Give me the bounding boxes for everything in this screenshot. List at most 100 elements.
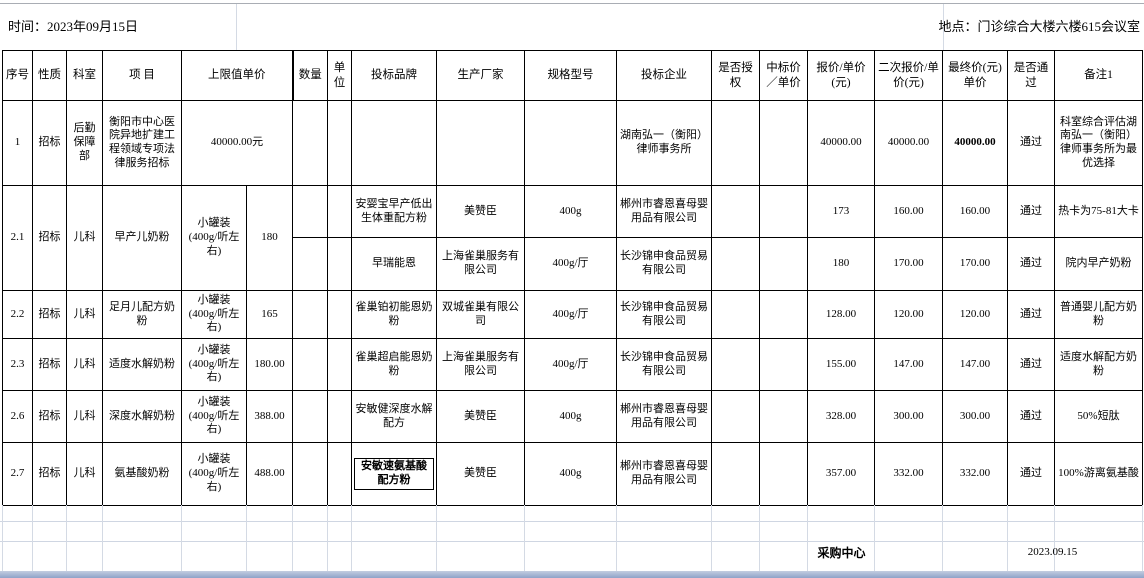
cell-auth-empty[interactable] — [711, 100, 760, 186]
cell-item[interactable]: 早产儿奶粉 — [102, 185, 182, 291]
cell-limit-val[interactable]: 180 — [246, 185, 293, 291]
header-final-price[interactable]: 最终价(元)单价 — [942, 50, 1008, 101]
header-second-quote[interactable]: 二次报价/单价(元) — [874, 50, 943, 101]
cell-final-price[interactable]: 120.00 — [942, 290, 1008, 339]
cell-spec[interactable]: 400g — [524, 442, 617, 506]
cell-limit-val[interactable]: 488.00 — [246, 442, 293, 506]
cell-final-price[interactable]: 160.00 — [942, 185, 1008, 238]
purchasing-center-label[interactable]: 采购中心 — [817, 546, 866, 560]
cell-qty-empty[interactable] — [292, 237, 328, 291]
cell-winprice-empty[interactable] — [759, 442, 808, 506]
cell-seq[interactable]: 2.1 — [2, 185, 33, 291]
cell-pass[interactable]: 通过 — [1007, 442, 1055, 506]
cell-final-price[interactable]: 147.00 — [942, 338, 1008, 391]
cell-limit-val[interactable]: 388.00 — [246, 390, 293, 443]
cell-pass[interactable]: 通过 — [1007, 185, 1055, 238]
cell-bidder[interactable]: 长沙锦申食品贸易有限公司 — [616, 237, 712, 291]
cell-nature[interactable]: 招标 — [32, 100, 67, 186]
cell-brand[interactable]: 安敏健深度水解配方 — [351, 390, 437, 443]
cell-final-price[interactable]: 300.00 — [942, 390, 1008, 443]
cell-winprice-empty[interactable] — [759, 390, 808, 443]
cell-unit-empty[interactable] — [327, 185, 352, 238]
cell-dept[interactable]: 儿科 — [66, 185, 103, 291]
cell-pass[interactable]: 通过 — [1007, 237, 1055, 291]
cell-qty-empty[interactable] — [292, 338, 328, 391]
header-limit-price[interactable]: 上限值单价 — [181, 50, 293, 101]
cell-unit-empty[interactable] — [327, 442, 352, 506]
cell-remark[interactable]: 普通婴儿配方奶粉 — [1054, 290, 1143, 339]
cell-bidder[interactable]: 长沙锦申食品贸易有限公司 — [616, 290, 712, 339]
cell-quote[interactable]: 155.00 — [807, 338, 875, 391]
cell-remark[interactable]: 科室综合评估湖南弘一（衡阳）律师事务所为最优选择 — [1054, 100, 1143, 186]
cell-brand[interactable]: 雀巢超启能恩奶粉 — [351, 338, 437, 391]
cell-dept[interactable]: 儿科 — [66, 390, 103, 443]
cell-auth-empty[interactable] — [711, 338, 760, 391]
cell-mfr[interactable]: 上海雀巢服务有限公司 — [436, 237, 525, 291]
header-spec-model[interactable]: 规格型号 — [524, 50, 617, 101]
cell-quote[interactable]: 40000.00 — [807, 100, 875, 186]
header-qty[interactable]: 数量 — [291, 50, 328, 101]
cell-second-quote[interactable]: 332.00 — [874, 442, 943, 506]
cell-remark[interactable]: 热卡为75-81大卡 — [1054, 185, 1143, 238]
cell-spec[interactable]: 400g/厅 — [524, 338, 617, 391]
cell-bidder[interactable]: 郴州市睿恩喜母婴用品有限公司 — [616, 390, 712, 443]
cell-auth-empty[interactable] — [711, 237, 760, 291]
cell-remark[interactable]: 适度水解配方奶粉 — [1054, 338, 1143, 391]
cell-unit-empty[interactable] — [327, 290, 352, 339]
cell-second-quote[interactable]: 147.00 — [874, 338, 943, 391]
cell-limit-desc[interactable]: 小罐装(400g/听左右) — [181, 185, 247, 291]
cell-winprice-empty[interactable] — [759, 185, 808, 238]
cell-mfr[interactable]: 美赞臣 — [436, 390, 525, 443]
cell-seq[interactable]: 2.7 — [2, 442, 33, 506]
cell-pass[interactable]: 通过 — [1007, 290, 1055, 339]
cell-unit-empty[interactable] — [327, 237, 352, 291]
header-manufacturer[interactable]: 生产厂家 — [436, 50, 525, 101]
cell-qty-empty[interactable] — [292, 100, 328, 186]
cell-quote[interactable]: 328.00 — [807, 390, 875, 443]
cell-unit-empty[interactable] — [327, 338, 352, 391]
cell-mfr[interactable]: 上海雀巢服务有限公司 — [436, 338, 525, 391]
cell-bidder[interactable]: 湖南弘一（衡阳）律师事务所 — [616, 100, 712, 186]
header-bid-brand[interactable]: 投标品牌 — [351, 50, 437, 101]
cell-pass[interactable]: 通过 — [1007, 338, 1055, 391]
header-remark[interactable]: 备注1 — [1054, 50, 1143, 101]
cell-second-quote[interactable]: 160.00 — [874, 185, 943, 238]
cell-seq[interactable]: 2.6 — [2, 390, 33, 443]
cell-spec[interactable]: 400g/厅 — [524, 237, 617, 291]
header-authorized[interactable]: 是否授权 — [711, 50, 760, 101]
header-win-price[interactable]: 中标价／单价 — [759, 50, 808, 101]
cell-item[interactable]: 足月儿配方奶粉 — [102, 290, 182, 339]
cell-limit-val[interactable]: 180.00 — [246, 338, 293, 391]
cell-dept[interactable]: 儿科 — [66, 442, 103, 506]
cell-winprice-empty[interactable] — [759, 290, 808, 339]
cell-brand[interactable]: 早瑞能恩 — [351, 237, 437, 291]
cell-remark[interactable]: 50%短肽 — [1054, 390, 1143, 443]
cell-winprice-empty[interactable] — [759, 100, 808, 186]
cell-auth-empty[interactable] — [711, 185, 760, 238]
cell-dept[interactable]: 儿科 — [66, 290, 103, 339]
cell-mfr-empty[interactable] — [436, 100, 525, 186]
cell-limit-desc[interactable]: 小罐装(400g/听左右) — [181, 338, 247, 391]
cell-seq[interactable]: 2.2 — [2, 290, 33, 339]
cell-bidder[interactable]: 长沙锦申食品贸易有限公司 — [616, 338, 712, 391]
cell-spec[interactable]: 400g/厅 — [524, 290, 617, 339]
cell-quote[interactable]: 357.00 — [807, 442, 875, 506]
header-bid-company[interactable]: 投标企业 — [616, 50, 712, 101]
cell-limit-val[interactable]: 165 — [246, 290, 293, 339]
meeting-time-label[interactable]: 时间：2023年09月15日 — [8, 19, 139, 34]
cell-seq[interactable]: 1 — [2, 100, 33, 186]
cell-mfr[interactable]: 双城雀巢有限公司 — [436, 290, 525, 339]
cell-unit-empty[interactable] — [327, 390, 352, 443]
cell-final-price[interactable]: 170.00 — [942, 237, 1008, 291]
cell-qty-empty[interactable] — [292, 390, 328, 443]
cell-remark[interactable]: 院内早产奶粉 — [1054, 237, 1143, 291]
cell-bidder[interactable]: 郴州市睿恩喜母婴用品有限公司 — [616, 185, 712, 238]
cell-auth-empty[interactable] — [711, 390, 760, 443]
footer-date[interactable]: 2023.09.15 — [1027, 546, 1078, 558]
cell-dept[interactable]: 儿科 — [66, 338, 103, 391]
cell-nature[interactable]: 招标 — [32, 442, 67, 506]
cell-auth-empty[interactable] — [711, 290, 760, 339]
cell-second-quote[interactable]: 170.00 — [874, 237, 943, 291]
cell-second-quote[interactable]: 120.00 — [874, 290, 943, 339]
header-quote[interactable]: 报价/单价(元) — [807, 50, 875, 101]
